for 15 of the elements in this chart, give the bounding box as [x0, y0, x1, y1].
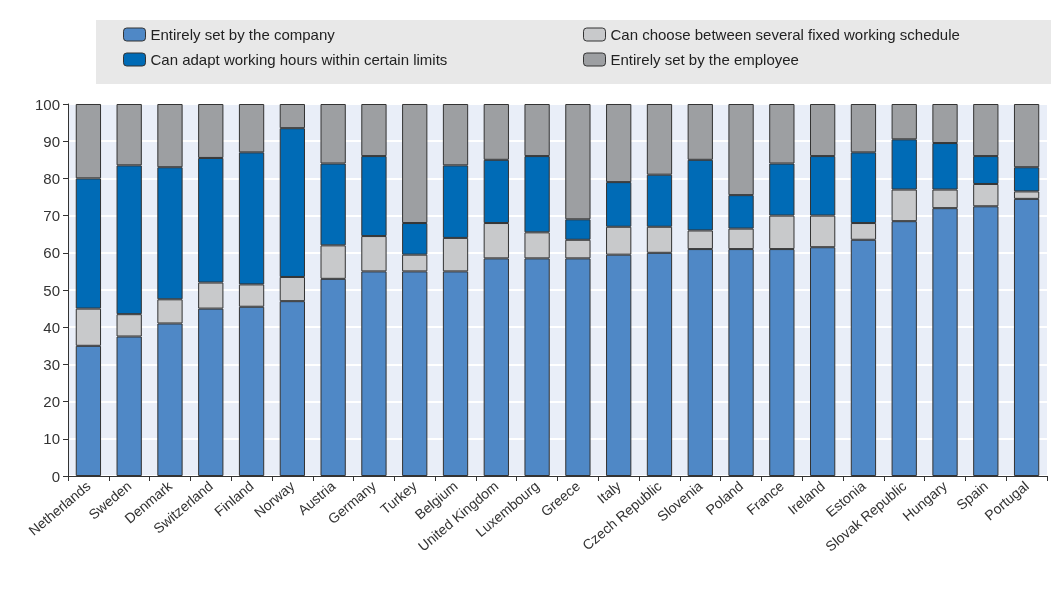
legend-label: Can adapt working hours within certain limits	[150, 51, 448, 68]
y-tick-label: 10	[43, 430, 60, 448]
y-tick-label: 30	[43, 355, 60, 373]
y-tick-label: 0	[51, 467, 60, 485]
y-tick-label: 20	[43, 393, 60, 411]
y-tick-label: 50	[43, 281, 60, 299]
y-tick-label: 100	[34, 95, 60, 113]
legend-label: Entirely set by the employee	[610, 51, 799, 68]
legend-label: Can choose between several fixed working schedule	[610, 26, 960, 43]
y-tick-label: 90	[43, 132, 60, 150]
legend-label: Entirely set by the company	[150, 26, 336, 43]
y-tick-label: 70	[43, 207, 60, 225]
y-tick-label: 80	[43, 169, 60, 187]
y-tick-label: 40	[43, 318, 60, 336]
y-tick-label: 60	[43, 244, 60, 262]
